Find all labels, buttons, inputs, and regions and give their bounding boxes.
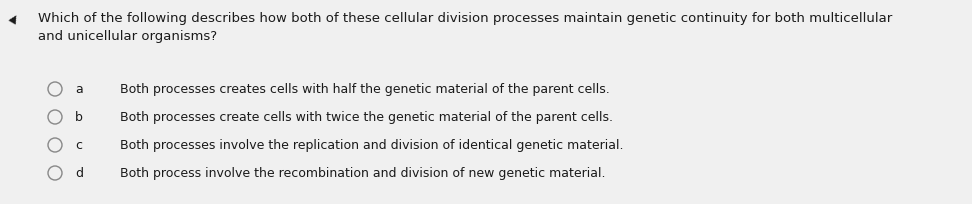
Text: c: c bbox=[75, 139, 82, 152]
Text: Both processes involve the replication and division of identical genetic materia: Both processes involve the replication a… bbox=[120, 139, 623, 152]
Text: and unicellular organisms?: and unicellular organisms? bbox=[38, 30, 217, 43]
Text: b: b bbox=[75, 111, 83, 124]
Text: ▲: ▲ bbox=[8, 12, 20, 25]
Text: Both processes create cells with twice the genetic material of the parent cells.: Both processes create cells with twice t… bbox=[120, 111, 613, 124]
Text: Which of the following describes how both of these cellular division processes m: Which of the following describes how bot… bbox=[38, 12, 892, 25]
Text: Both process involve the recombination and division of new genetic material.: Both process involve the recombination a… bbox=[120, 167, 606, 180]
Text: a: a bbox=[75, 83, 83, 96]
Text: Both processes creates cells with half the genetic material of the parent cells.: Both processes creates cells with half t… bbox=[120, 83, 609, 96]
Text: d: d bbox=[75, 167, 83, 180]
